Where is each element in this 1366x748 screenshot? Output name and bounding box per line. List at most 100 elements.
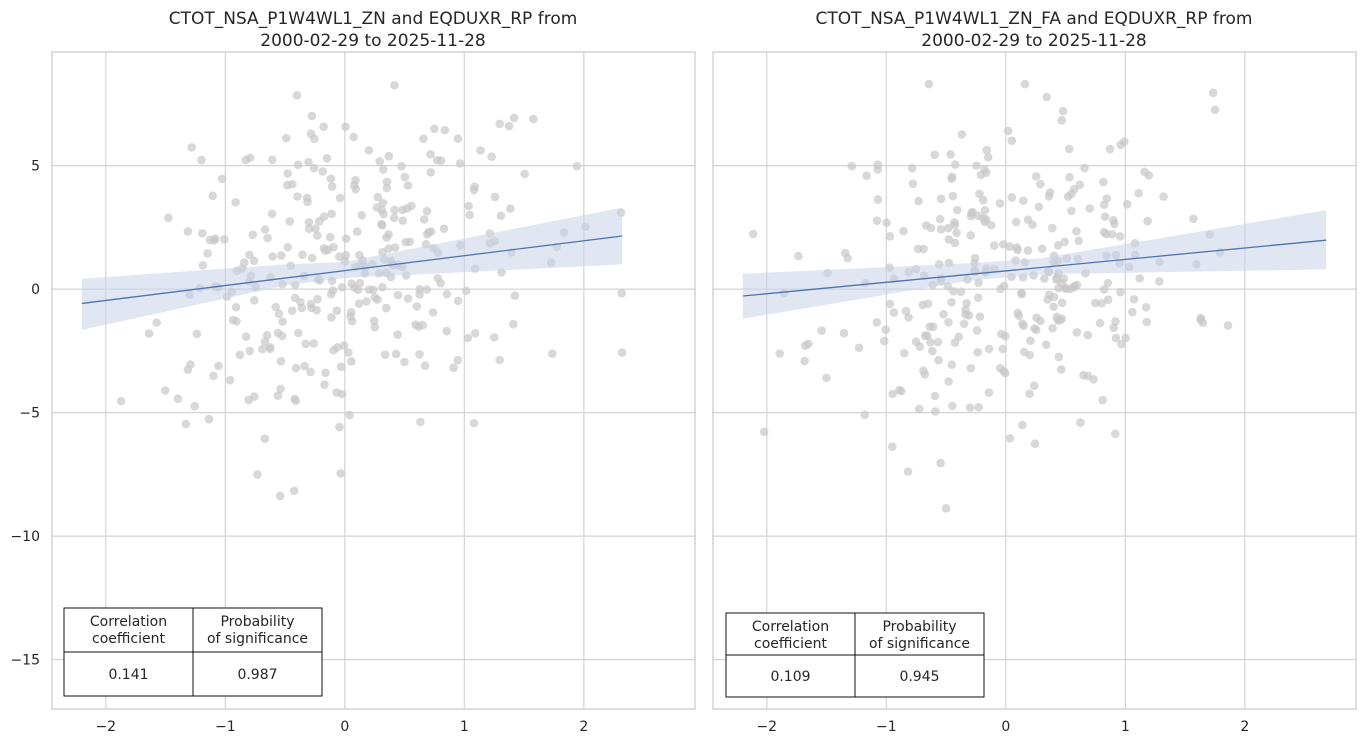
left-scatter-point <box>164 213 173 223</box>
left-scatter-point <box>294 328 303 338</box>
right-scatter-point <box>1140 167 1149 177</box>
right-scatter-point <box>748 229 758 239</box>
right-scatter-point <box>1116 287 1125 297</box>
left-scatter-point <box>344 348 353 357</box>
right-scatter-point <box>862 171 871 181</box>
right-scatter-point <box>1117 339 1126 349</box>
left-scatter-point <box>508 319 518 329</box>
left-scatter-point <box>420 361 430 370</box>
left-confidence-band <box>81 207 623 330</box>
left-stats-table-value: 0.987 <box>237 667 277 683</box>
left-scatter-point <box>183 365 193 375</box>
right-x-tick-label: 1 <box>1121 719 1130 735</box>
right-scatter-point <box>873 165 882 174</box>
left-scatter-point <box>470 328 480 338</box>
right-scatter-point <box>1057 115 1067 125</box>
left-scatter-point <box>463 333 473 343</box>
right-scatter-point <box>1034 202 1044 212</box>
right-scatter-point <box>1099 177 1108 187</box>
right-scatter-point <box>1029 381 1039 390</box>
left-x-tick-label: 1 <box>460 719 469 735</box>
left-scatter-point <box>375 157 385 166</box>
right-scatter-point <box>959 319 969 328</box>
right-x-tick-label: −1 <box>876 719 897 735</box>
left-y-tick-label: −5 <box>19 406 40 422</box>
right-scatter-point <box>978 195 988 205</box>
left-scatter-point <box>309 339 318 348</box>
left-scatter-point <box>382 177 392 187</box>
right-scatter-point <box>1003 126 1013 136</box>
right-scatter-point <box>928 346 937 356</box>
right-scatter-point <box>1026 336 1035 345</box>
right-scatter-point <box>1115 232 1125 241</box>
left-scatter-point <box>529 114 538 124</box>
left-y-tick-label: 5 <box>31 159 40 175</box>
left-scatter-point <box>283 180 292 190</box>
right-scatter-point <box>1044 192 1054 201</box>
left-scatter-point <box>268 155 277 165</box>
left-scatter-point <box>327 313 336 322</box>
left-scatter-point <box>369 316 379 326</box>
right-scatter-point <box>948 191 958 201</box>
left-scatter-point <box>341 122 350 132</box>
left-scatter-point <box>287 306 297 315</box>
right-stats-table-header: Correlation <box>752 619 829 635</box>
left-scatter-point <box>326 174 336 184</box>
left-scatter-point <box>490 192 500 202</box>
right-stats-table-header: Probability <box>882 619 956 635</box>
right-scatter-point <box>1054 352 1064 362</box>
left-scatter-point <box>250 296 259 305</box>
right-scatter-point <box>1023 246 1033 255</box>
left-scatter-point <box>311 224 320 233</box>
left-stats-table-header: of significance <box>207 631 308 647</box>
left-scatter-point <box>204 414 214 424</box>
right-scatter-point <box>911 337 921 346</box>
left-scatter-point <box>436 278 445 288</box>
right-x-tick-label: −2 <box>756 719 777 735</box>
right-scatter-point <box>936 194 946 204</box>
left-scatter-point <box>203 249 212 258</box>
left-scatter-point <box>278 317 287 326</box>
right-scatter-point <box>1097 298 1106 308</box>
right-scatter-point <box>854 343 864 353</box>
right-scatter-point <box>972 326 982 335</box>
left-scatter-point <box>436 156 446 166</box>
left-scatter-point <box>300 361 309 371</box>
left-scatter-point <box>281 133 291 143</box>
right-scatter-point <box>1098 395 1107 405</box>
right-scatter-point <box>899 348 909 358</box>
left-scatter-point <box>422 206 432 216</box>
right-scatter-point <box>914 196 923 206</box>
left-scatter-point <box>335 193 345 203</box>
right-scatter-point <box>1067 206 1076 216</box>
right-scatter-point <box>903 467 913 476</box>
right-scatter-point <box>997 329 1006 339</box>
right-scatter-point <box>946 149 955 159</box>
right-scatter-point <box>1210 105 1220 115</box>
right-scatter-point <box>972 161 981 170</box>
right-confidence-band <box>742 210 1327 319</box>
right-scatter-point <box>872 318 882 327</box>
left-scatter-point <box>293 192 302 201</box>
right-scatter-point <box>935 214 945 224</box>
left-scatter-point <box>469 418 479 428</box>
right-scatter-point <box>800 356 809 366</box>
right-scatter-point <box>970 253 980 263</box>
left-scatter-point <box>292 91 302 100</box>
left-scatter-point <box>327 209 336 219</box>
right-scatter-point <box>1110 219 1119 229</box>
left-scatter-point <box>285 217 295 226</box>
right-scatter-point <box>966 364 976 373</box>
left-scatter-point <box>277 331 287 341</box>
right-scatter-point <box>1142 317 1152 327</box>
right-scatter-point <box>1121 333 1131 343</box>
left-scatter-point <box>326 289 336 299</box>
left-scatter-point <box>378 165 388 174</box>
right-scatter-point <box>1019 196 1028 206</box>
left-scatter-point <box>260 225 270 234</box>
right-scatter-point <box>975 189 984 199</box>
left-scatter-point <box>245 250 254 260</box>
left-scatter-point <box>384 230 393 239</box>
left-scatter-point <box>453 134 463 143</box>
right-scatter-point <box>973 293 983 302</box>
